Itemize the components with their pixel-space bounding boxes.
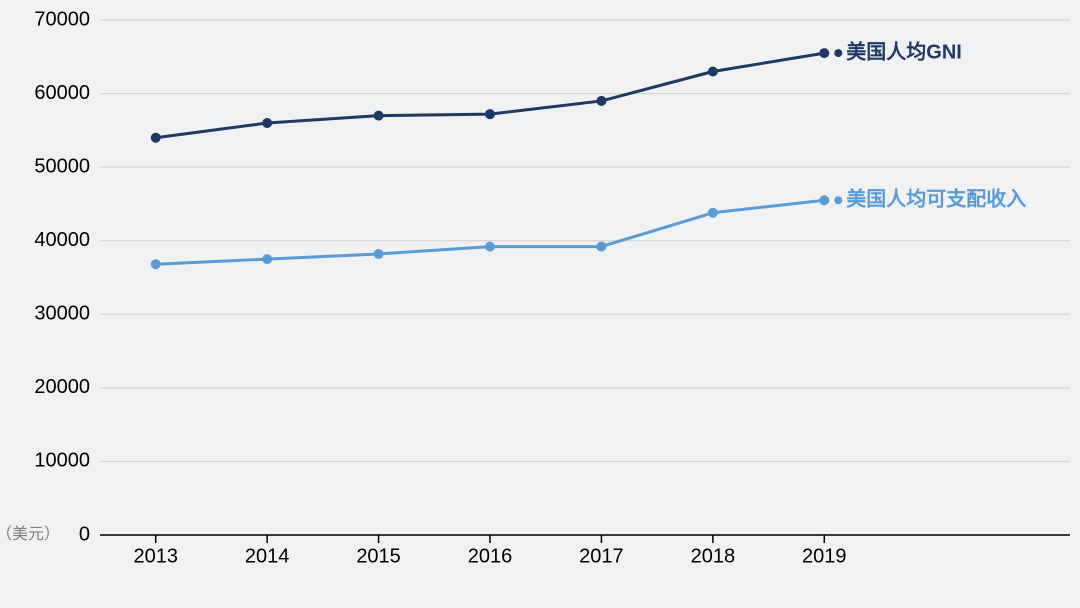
series-label-marker	[834, 196, 842, 204]
series-marker	[485, 242, 495, 252]
series-marker	[819, 195, 829, 205]
series-marker	[708, 208, 718, 218]
series-marker	[374, 249, 384, 259]
x-tick-label: 2013	[133, 546, 178, 568]
series-marker	[596, 242, 606, 252]
y-tick-label: 70000	[34, 8, 90, 30]
x-tick-label: 2017	[579, 546, 624, 568]
y-tick-label: 50000	[34, 155, 90, 177]
series-label: 美国人均GNI	[846, 39, 962, 63]
y-tick-label: 40000	[34, 229, 90, 251]
series-marker	[708, 67, 718, 77]
x-tick-label: 2019	[802, 546, 847, 568]
series-marker	[151, 133, 161, 143]
series-marker	[819, 48, 829, 58]
series-marker	[262, 118, 272, 128]
x-tick-label: 2015	[356, 546, 401, 568]
chart-background	[0, 0, 1080, 608]
x-tick-label: 2014	[245, 546, 290, 568]
series-marker	[374, 111, 384, 121]
y-tick-label: 10000	[34, 450, 90, 472]
y-tick-label: 60000	[34, 82, 90, 104]
x-tick-label: 2016	[468, 546, 513, 568]
y-axis-unit: （美元）	[0, 525, 60, 543]
series-marker	[485, 109, 495, 119]
y-tick-label: 20000	[34, 376, 90, 398]
series-marker	[151, 259, 161, 269]
chart-container: 0 10000 20000 30000 40000 50000 60000 70000 （美元）…	[0, 0, 1080, 608]
series-marker	[262, 254, 272, 264]
chart-svg: 0 10000 20000 30000 40000 50000 60000 70000 （美元）…	[0, 0, 1080, 608]
y-tick-label: 30000	[34, 303, 90, 325]
series-marker	[596, 96, 606, 106]
x-tick-label: 2018	[691, 546, 736, 568]
series-label: 美国人均可支配收入	[846, 187, 1026, 211]
series-label-marker	[834, 49, 842, 57]
y-tick-label: 0	[79, 523, 90, 545]
